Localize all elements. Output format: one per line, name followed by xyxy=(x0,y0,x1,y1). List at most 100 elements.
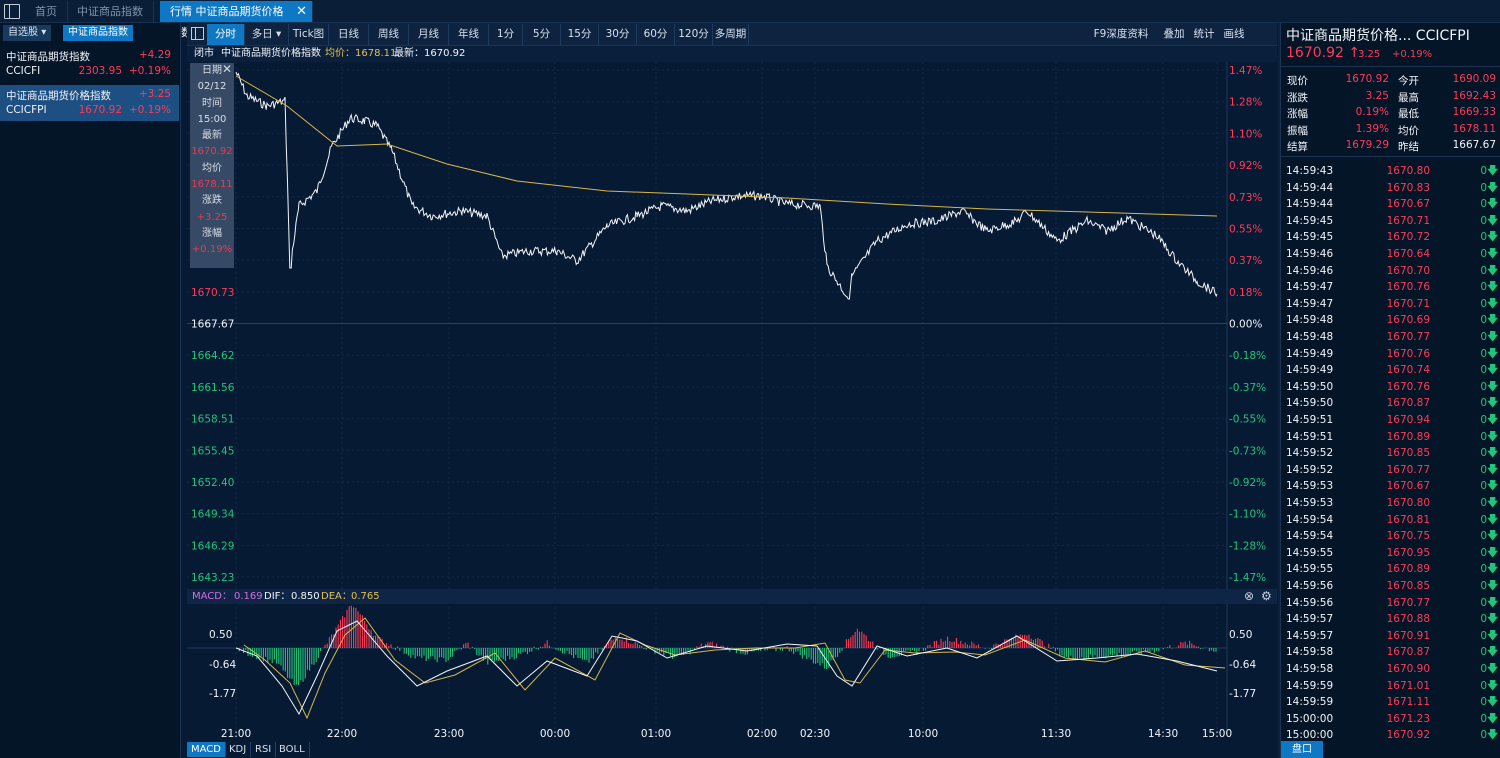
arrow-down-icon: 🡇 xyxy=(1487,331,1498,343)
tick-row: 14:59:53 1670.80 0 🡇 xyxy=(1281,495,1500,512)
time-tick-label: 02:00 xyxy=(747,728,777,740)
tick-price: 1670.75 xyxy=(1386,530,1430,543)
item-code: CCICFPI xyxy=(6,104,47,116)
tt-latest-label: 最新 xyxy=(202,130,222,142)
stat-l2: 均价 xyxy=(1398,124,1419,137)
tick-price: 1670.89 xyxy=(1386,563,1430,576)
panel-separator[interactable] xyxy=(1278,23,1280,758)
tab-commodity-index[interactable]: 中证商品指数 xyxy=(67,1,154,22)
list-item[interactable]: 中证商品期货指数 +4.29 CCICFI 2303.95 +0.19% xyxy=(0,46,179,82)
tick-price: 1670.69 xyxy=(1386,314,1430,327)
close-indicator-icon[interactable]: ⊗ xyxy=(1244,589,1255,603)
tab-kdj[interactable]: KDJ xyxy=(225,742,252,757)
tick-row: 14:59:56 1670.85 0 🡇 xyxy=(1281,578,1500,595)
arrow-down-icon: 🡇 xyxy=(1487,214,1498,227)
tick-row: 14:59:59 1671.01 0 🡇 xyxy=(1281,678,1500,695)
tick-row: 14:59:54 1670.75 0 🡇 xyxy=(1281,528,1500,545)
pct-tick-label: -0.55% xyxy=(1229,414,1266,426)
period-button[interactable]: Tick图 xyxy=(289,24,329,45)
period-button[interactable]: 周线 xyxy=(369,24,409,45)
tick-row: 14:59:45 1670.72 0 🡇 xyxy=(1281,229,1500,246)
tab-home[interactable]: 首页 xyxy=(25,1,68,22)
close-icon[interactable]: ✕ xyxy=(221,62,232,76)
arrow-down-icon: 🡇 xyxy=(1487,181,1498,194)
order-book-button[interactable]: 盘口 xyxy=(1281,741,1323,758)
stat-l2: 昨结 xyxy=(1398,141,1419,153)
list-item-selected[interactable]: 中证商品期货价格指数 +3.25 CCICFPI 1670.92 +0.19% xyxy=(0,85,179,121)
close-icon[interactable]: ✕ xyxy=(296,4,307,19)
tab-commodity[interactable]: 中证商品指数 xyxy=(63,25,133,41)
latest-price: 最新：1670.92 xyxy=(394,48,466,59)
dif-label: DIF： xyxy=(264,591,291,602)
time-tick-label: 11:30 xyxy=(1041,728,1071,740)
tick-row: 14:59:50 1670.76 0 🡇 xyxy=(1281,379,1500,396)
dropdown-icon[interactable]: ▾ xyxy=(41,27,47,38)
tick-price: 1670.64 xyxy=(1386,248,1430,260)
period-button[interactable]: 年线 xyxy=(449,24,489,45)
tick-row: 14:59:45 1670.71 0 🡇 xyxy=(1281,213,1500,230)
tick-volume: 0 xyxy=(1480,331,1487,343)
gear-icon[interactable]: ⚙ xyxy=(1261,589,1272,603)
avg-price: 均价：1678.11 xyxy=(325,48,397,59)
tab-rsi[interactable]: RSI xyxy=(251,742,277,757)
tick-price: 1670.67 xyxy=(1386,480,1430,493)
tick-price: 1670.80 xyxy=(1386,165,1430,177)
price-tick-label: 1667.67 xyxy=(191,319,234,331)
tick-volume: 0 xyxy=(1480,580,1487,592)
tab-boll[interactable]: BOLL xyxy=(275,742,310,757)
market-status: 闭市 xyxy=(194,48,214,59)
tick-volume: 0 xyxy=(1480,430,1487,443)
tick-time: 14:59:54 xyxy=(1286,530,1334,543)
tick-row: 14:59:49 1670.74 0 🡇 xyxy=(1281,362,1500,379)
period-button[interactable]: 多日 ▾ xyxy=(245,24,289,45)
tab-watchlist[interactable]: 自选股 ▾ xyxy=(3,25,52,41)
time-tick-label: 00:00 xyxy=(540,728,570,740)
tool-button[interactable]: 叠加 xyxy=(1163,28,1185,40)
dea-label: DEA： xyxy=(321,591,352,602)
period-button[interactable]: 5分 xyxy=(523,24,561,45)
period-button[interactable]: 月线 xyxy=(409,24,449,45)
tick-row: 14:59:48 1670.77 0 🡇 xyxy=(1281,329,1500,346)
pct-tick-label: -1.28% xyxy=(1229,540,1266,552)
tick-volume: 0 xyxy=(1480,596,1487,609)
chart-info-line: 闭市 中证商品期货价格指数 均价：1678.11 最新：1670.92 xyxy=(187,46,1277,62)
indicator-tabs: MACD KDJ RSI BOLL xyxy=(187,741,487,758)
time-tick-label: 01:00 xyxy=(641,728,671,740)
period-button[interactable]: 15分 xyxy=(561,24,599,45)
tick-row: 14:59:47 1670.76 0 🡇 xyxy=(1281,279,1500,296)
arrow-down-icon: 🡇 xyxy=(1487,430,1498,443)
chart-area[interactable]: 闭市 中证商品期货价格指数 均价：1678.11 最新：1670.92 1670… xyxy=(187,46,1277,758)
tool-button[interactable]: 统计 xyxy=(1193,28,1215,40)
panel-toggle-icon[interactable] xyxy=(191,27,204,40)
tick-volume: 0 xyxy=(1480,214,1487,227)
period-button[interactable]: 分时 xyxy=(207,24,245,45)
tick-row: 14:59:57 1670.88 0 🡇 xyxy=(1281,611,1500,628)
price-tick-label: 1646.29 xyxy=(191,540,234,552)
tab-quote[interactable]: 行情 中证商品期货价格指数 ✕ xyxy=(160,1,313,39)
tick-row: 14:59:44 1670.67 0 🡇 xyxy=(1281,196,1500,213)
price-change: 3.25 xyxy=(1358,49,1381,60)
period-button[interactable]: 多周期 xyxy=(713,24,749,45)
period-button[interactable]: 120分 xyxy=(675,24,713,45)
period-button[interactable]: 1分 xyxy=(489,24,523,45)
period-button[interactable]: 30分 xyxy=(599,24,637,45)
period-button[interactable]: 60分 xyxy=(637,24,675,45)
tab-macd[interactable]: MACD xyxy=(187,742,226,757)
stat-v2: 1669.33 xyxy=(1452,106,1496,118)
pct-tick-label: 0.92% xyxy=(1229,160,1262,172)
macd-tick-label: -0.64 xyxy=(209,659,236,671)
tool-button[interactable]: F9深度资料 xyxy=(1093,28,1149,40)
tick-row: 14:59:47 1670.71 0 🡇 xyxy=(1281,296,1500,313)
pct-tick-label: 1.47% xyxy=(1229,65,1262,77)
tick-volume: 0 xyxy=(1480,629,1487,642)
tool-button[interactable]: 画线 xyxy=(1223,28,1245,40)
tick-time: 14:59:48 xyxy=(1286,331,1334,343)
tick-time: 14:59:47 xyxy=(1286,281,1334,294)
period-button[interactable]: 日线 xyxy=(329,24,369,45)
tick-time: 14:59:52 xyxy=(1286,447,1334,460)
item-price: 1670.92 xyxy=(78,104,122,116)
sidebar-toggle-icon[interactable] xyxy=(4,4,20,19)
tick-volume: 0 xyxy=(1480,696,1487,709)
arrow-down-icon: 🡇 xyxy=(1487,613,1498,626)
tick-time: 14:59:50 xyxy=(1286,380,1334,393)
